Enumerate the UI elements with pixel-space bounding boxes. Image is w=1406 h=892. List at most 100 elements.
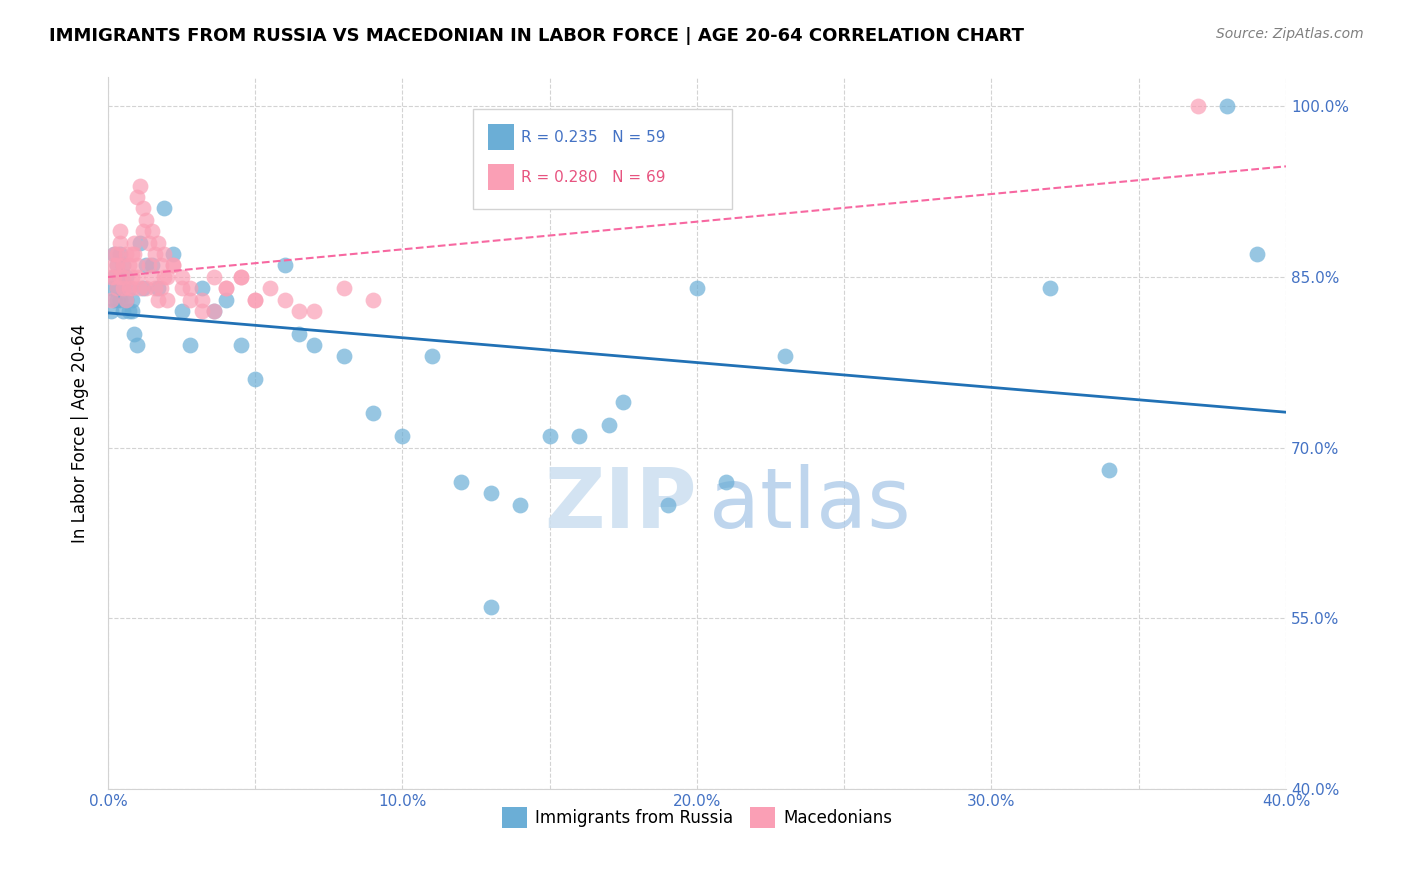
Macedonians bbox=[138, 235, 160, 250]
Immigrants from Russia bbox=[114, 293, 136, 307]
Macedonians bbox=[259, 281, 281, 295]
Immigrants from Russia bbox=[273, 258, 295, 272]
Macedonians bbox=[135, 281, 157, 295]
Macedonians bbox=[100, 269, 122, 284]
Immigrants from Russia bbox=[111, 258, 134, 272]
Macedonians bbox=[114, 247, 136, 261]
Immigrants from Russia bbox=[1039, 281, 1062, 295]
Macedonians bbox=[156, 293, 179, 307]
Immigrants from Russia bbox=[132, 281, 155, 295]
Macedonians bbox=[105, 281, 128, 295]
Macedonians bbox=[146, 293, 169, 307]
Macedonians bbox=[114, 293, 136, 307]
Macedonians bbox=[129, 281, 152, 295]
Macedonians bbox=[127, 258, 149, 272]
Immigrants from Russia bbox=[117, 304, 139, 318]
Immigrants from Russia bbox=[479, 486, 502, 500]
Immigrants from Russia bbox=[598, 417, 620, 432]
Immigrants from Russia bbox=[612, 395, 634, 409]
Text: ZIP: ZIP bbox=[544, 464, 697, 545]
Macedonians bbox=[215, 281, 238, 295]
Immigrants from Russia bbox=[686, 281, 709, 295]
Macedonians bbox=[245, 293, 267, 307]
Macedonians bbox=[127, 190, 149, 204]
Immigrants from Russia bbox=[245, 372, 267, 386]
Macedonians bbox=[100, 293, 122, 307]
Immigrants from Russia bbox=[100, 304, 122, 318]
Macedonians bbox=[143, 247, 166, 261]
Macedonians bbox=[111, 269, 134, 284]
Macedonians bbox=[245, 293, 267, 307]
Macedonians bbox=[156, 269, 179, 284]
Macedonians bbox=[124, 247, 146, 261]
Immigrants from Russia bbox=[127, 338, 149, 352]
Immigrants from Russia bbox=[1098, 463, 1121, 477]
Immigrants from Russia bbox=[108, 293, 131, 307]
Immigrants from Russia bbox=[103, 247, 125, 261]
Immigrants from Russia bbox=[179, 338, 201, 352]
Text: R = 0.280   N = 69: R = 0.280 N = 69 bbox=[522, 169, 666, 185]
Macedonians bbox=[121, 281, 143, 295]
Macedonians bbox=[302, 304, 325, 318]
Immigrants from Russia bbox=[450, 475, 472, 489]
Immigrants from Russia bbox=[108, 247, 131, 261]
Macedonians bbox=[117, 258, 139, 272]
Immigrants from Russia bbox=[121, 304, 143, 318]
Macedonians bbox=[138, 258, 160, 272]
Immigrants from Russia bbox=[215, 293, 238, 307]
Immigrants from Russia bbox=[111, 304, 134, 318]
Macedonians bbox=[202, 269, 225, 284]
Immigrants from Russia bbox=[202, 304, 225, 318]
Immigrants from Russia bbox=[302, 338, 325, 352]
Immigrants from Russia bbox=[1216, 99, 1239, 113]
Macedonians bbox=[162, 258, 184, 272]
Macedonians bbox=[141, 269, 163, 284]
Text: Source: ZipAtlas.com: Source: ZipAtlas.com bbox=[1216, 27, 1364, 41]
Macedonians bbox=[105, 247, 128, 261]
Text: atlas: atlas bbox=[709, 464, 911, 545]
Macedonians bbox=[103, 247, 125, 261]
FancyBboxPatch shape bbox=[474, 110, 733, 209]
Bar bbox=[488, 164, 515, 190]
Immigrants from Russia bbox=[229, 338, 252, 352]
Immigrants from Russia bbox=[103, 269, 125, 284]
Immigrants from Russia bbox=[111, 281, 134, 295]
Immigrants from Russia bbox=[146, 281, 169, 295]
Macedonians bbox=[288, 304, 311, 318]
Macedonians bbox=[170, 269, 193, 284]
Immigrants from Russia bbox=[191, 281, 214, 295]
Immigrants from Russia bbox=[153, 202, 176, 216]
Macedonians bbox=[153, 247, 176, 261]
Immigrants from Russia bbox=[129, 235, 152, 250]
Immigrants from Russia bbox=[100, 281, 122, 295]
Macedonians bbox=[111, 258, 134, 272]
Macedonians bbox=[150, 258, 173, 272]
Macedonians bbox=[121, 247, 143, 261]
Immigrants from Russia bbox=[288, 326, 311, 341]
Macedonians bbox=[108, 269, 131, 284]
Macedonians bbox=[111, 281, 134, 295]
Macedonians bbox=[332, 281, 354, 295]
Immigrants from Russia bbox=[117, 281, 139, 295]
Macedonians bbox=[141, 224, 163, 238]
Immigrants from Russia bbox=[105, 258, 128, 272]
Macedonians bbox=[273, 293, 295, 307]
Macedonians bbox=[143, 281, 166, 295]
Macedonians bbox=[202, 304, 225, 318]
Immigrants from Russia bbox=[141, 258, 163, 272]
Macedonians bbox=[191, 304, 214, 318]
Macedonians bbox=[132, 224, 155, 238]
Immigrants from Russia bbox=[105, 281, 128, 295]
Legend: Immigrants from Russia, Macedonians: Immigrants from Russia, Macedonians bbox=[495, 801, 898, 834]
Macedonians bbox=[121, 269, 143, 284]
Macedonians bbox=[179, 293, 201, 307]
Y-axis label: In Labor Force | Age 20-64: In Labor Force | Age 20-64 bbox=[72, 324, 89, 543]
Immigrants from Russia bbox=[420, 350, 443, 364]
Immigrants from Russia bbox=[170, 304, 193, 318]
Macedonians bbox=[361, 293, 384, 307]
Macedonians bbox=[103, 269, 125, 284]
Macedonians bbox=[103, 258, 125, 272]
Immigrants from Russia bbox=[657, 498, 679, 512]
Macedonians bbox=[153, 269, 176, 284]
Immigrants from Russia bbox=[108, 269, 131, 284]
